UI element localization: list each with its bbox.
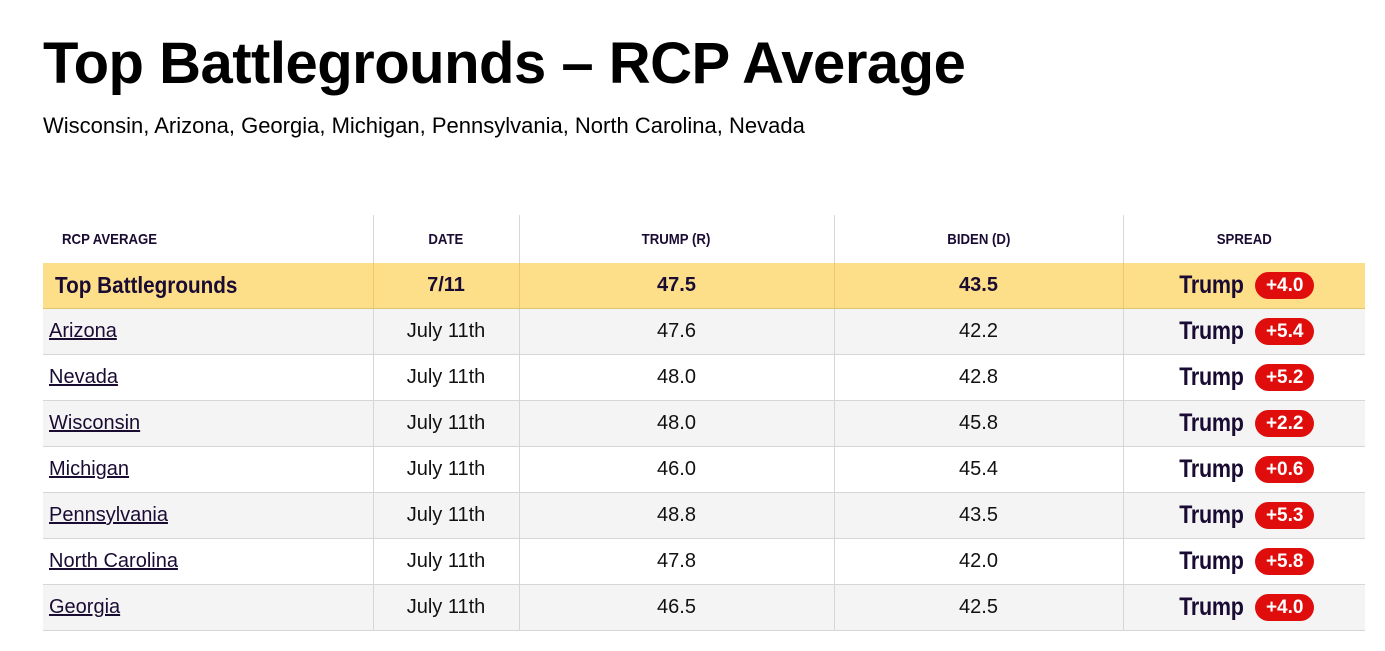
spread-cell: Trump +5.2 [1122,354,1365,401]
spread-leader: Trump [1179,455,1244,483]
spread-cell: Trump +5.8 [1122,538,1365,585]
trump-value: 48.0 [518,354,834,401]
state-name-cell: Arizona [43,308,373,355]
spread-badge: +2.2 [1254,410,1315,437]
spread-cell: Trump +0.6 [1122,446,1365,493]
trump-value: 47.6 [518,308,834,355]
state-link[interactable]: Georgia [49,596,121,618]
table-row: North Carolina July 11th 47.8 42.0 Trump +5.8 [43,538,1365,585]
state-link[interactable]: Nevada [49,366,118,388]
spread-cell: Trump +5.3 [1122,492,1365,539]
spread-badge: +4.0 [1254,272,1315,299]
spread-leader: Trump [1179,593,1244,621]
spread-cell: Trump +5.4 [1122,308,1365,355]
poll-date: July 11th [372,584,519,631]
trump-value: 48.8 [518,492,834,539]
table-row: Pennsylvania July 11th 48.8 43.5 Trump +5.3 [43,492,1365,539]
summary-biden-value: 43.5 [833,263,1123,309]
spread-leader: Trump [1179,317,1244,345]
poll-date: July 11th [372,538,519,585]
state-link[interactable]: Arizona [49,320,117,342]
poll-date: July 11th [372,308,519,355]
table-row: Georgia July 11th 46.5 42.5 Trump +4.0 [43,584,1365,631]
table-body: Top Battlegrounds 7/11 47.5 43.5 Trump +… [43,263,1365,631]
rcp-average-table: RCP AVERAGE DATE TRUMP (R) BIDEN (D) SPR… [43,215,1365,631]
column-header-rcp-average: RCP AVERAGE [62,230,158,248]
biden-value: 45.8 [833,400,1123,447]
state-link[interactable]: Michigan [49,458,130,480]
spread-badge: +5.2 [1254,364,1315,391]
biden-value: 42.2 [833,308,1123,355]
column-header-biden: BIDEN (D) [833,215,1123,263]
state-name-cell: North Carolina [43,538,373,585]
spread-leader: Trump [1179,409,1244,437]
biden-value: 42.0 [833,538,1123,585]
biden-value: 45.4 [833,446,1123,493]
poll-date: July 11th [372,492,519,539]
column-header-spread: SPREAD [1122,215,1365,263]
poll-date: July 11th [372,446,519,493]
state-link[interactable]: Pennsylvania [49,504,168,526]
spread-badge: +0.6 [1254,456,1315,483]
summary-spread: Trump +4.0 [1122,263,1365,309]
biden-value: 42.8 [833,354,1123,401]
table-row: Nevada July 11th 48.0 42.8 Trump +5.2 [43,354,1365,401]
spread-badge: +5.4 [1254,318,1315,345]
spread-badge: +4.0 [1254,594,1315,621]
spread-leader: Trump [1179,363,1244,391]
state-link[interactable]: North Carolina [49,550,178,572]
state-link[interactable]: Wisconsin [49,412,141,434]
summary-name: Top Battlegrounds [43,263,373,309]
state-name-cell: Wisconsin [43,400,373,447]
trump-value: 47.8 [518,538,834,585]
table-header-row: RCP AVERAGE DATE TRUMP (R) BIDEN (D) SPR… [43,215,1365,263]
table-row: Arizona July 11th 47.6 42.2 Trump +5.4 [43,308,1365,355]
trump-value: 48.0 [518,400,834,447]
spread-leader: Trump [1179,547,1244,575]
summary-row: Top Battlegrounds 7/11 47.5 43.5 Trump +… [43,263,1365,309]
state-name-cell: Nevada [43,354,373,401]
spread-cell: Trump +4.0 [1122,584,1365,631]
trump-value: 46.0 [518,446,834,493]
table-row: Wisconsin July 11th 48.0 45.8 Trump +2.2 [43,400,1365,447]
column-header-date: DATE [372,215,519,263]
spread-cell: Trump +2.2 [1122,400,1365,447]
poll-date: July 11th [372,400,519,447]
page-title: Top Battlegrounds – RCP Average [43,31,966,96]
summary-trump-value: 47.5 [518,263,834,309]
state-name-cell: Pennsylvania [43,492,373,539]
summary-date: 7/11 [372,263,519,309]
trump-value: 46.5 [518,584,834,631]
spread-leader: Trump [1179,501,1244,529]
column-header-trump: TRUMP (R) [518,215,834,263]
poll-date: July 11th [372,354,519,401]
biden-value: 42.5 [833,584,1123,631]
spread-badge: +5.3 [1254,502,1315,529]
page-subtitle: Wisconsin, Arizona, Georgia, Michigan, P… [43,113,805,138]
table-row: Michigan July 11th 46.0 45.4 Trump +0.6 [43,446,1365,493]
spread-leader: Trump [1179,271,1244,299]
biden-value: 43.5 [833,492,1123,539]
state-name-cell: Michigan [43,446,373,493]
state-name-cell: Georgia [43,584,373,631]
spread-badge: +5.8 [1254,548,1315,575]
